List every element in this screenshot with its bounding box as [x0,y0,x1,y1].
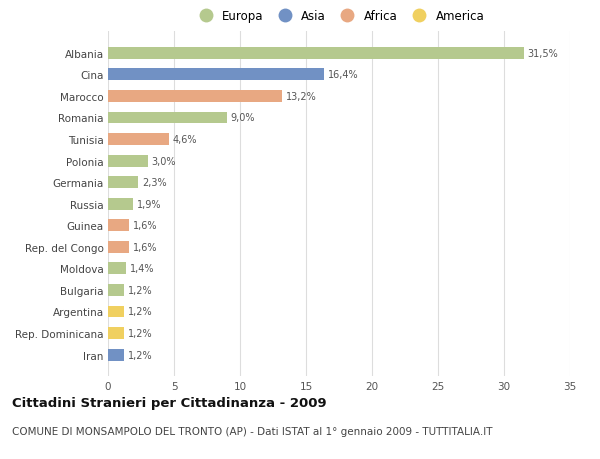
Bar [108,285,124,296]
Text: 1,9%: 1,9% [137,199,161,209]
Text: 3,0%: 3,0% [152,156,176,166]
Bar [108,198,133,210]
Bar [108,241,129,253]
Text: Cittadini Stranieri per Cittadinanza - 2009: Cittadini Stranieri per Cittadinanza - 2… [12,396,326,409]
Bar [108,134,169,146]
Text: 1,4%: 1,4% [130,264,155,274]
Text: 1,2%: 1,2% [128,285,152,295]
Text: 31,5%: 31,5% [528,49,559,59]
Bar [108,48,524,60]
Bar [108,69,325,81]
Text: 1,6%: 1,6% [133,242,158,252]
Bar [108,177,139,189]
Bar [108,327,124,339]
Text: 1,2%: 1,2% [128,307,152,317]
Text: 1,6%: 1,6% [133,221,158,231]
Legend: Europa, Asia, Africa, America: Europa, Asia, Africa, America [194,10,484,23]
Bar [108,306,124,318]
Bar [108,91,282,103]
Text: 13,2%: 13,2% [286,92,317,102]
Text: 1,2%: 1,2% [128,350,152,360]
Text: COMUNE DI MONSAMPOLO DEL TRONTO (AP) - Dati ISTAT al 1° gennaio 2009 - TUTTITALI: COMUNE DI MONSAMPOLO DEL TRONTO (AP) - D… [12,426,493,436]
Bar [108,220,129,232]
Bar [108,263,127,274]
Text: 2,3%: 2,3% [142,178,167,188]
Text: 9,0%: 9,0% [231,113,255,123]
Text: 16,4%: 16,4% [328,70,359,80]
Text: 1,2%: 1,2% [128,328,152,338]
Bar [108,155,148,167]
Bar [108,112,227,124]
Text: 4,6%: 4,6% [173,135,197,145]
Bar [108,349,124,361]
